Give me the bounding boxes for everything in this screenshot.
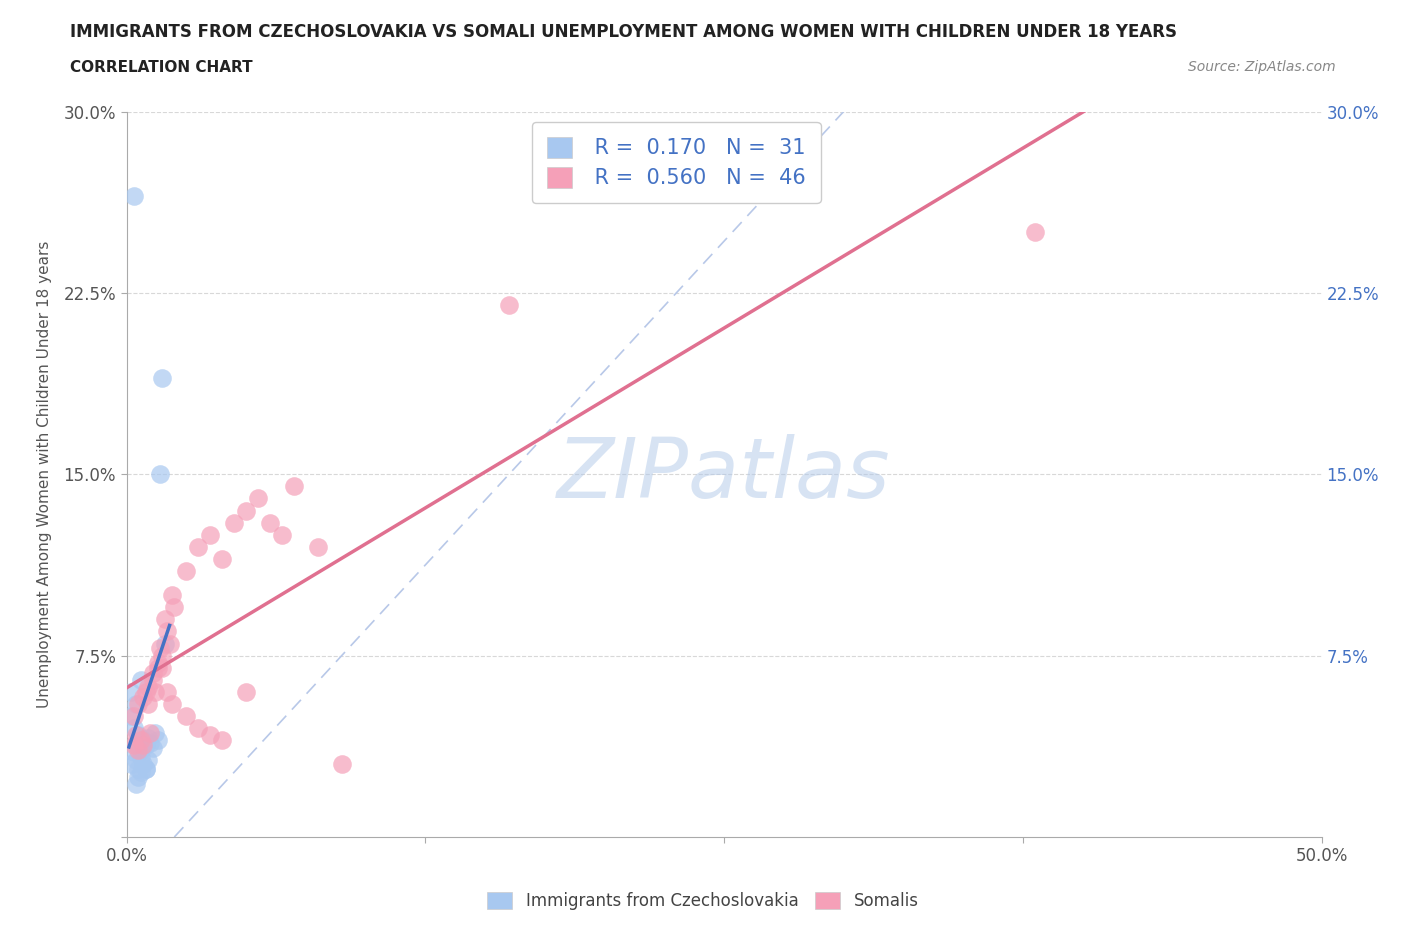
Point <box>150 370 174 385</box>
Point <box>136 730 159 745</box>
Text: CORRELATION CHART: CORRELATION CHART <box>70 60 253 75</box>
Point <box>129 764 152 779</box>
Point <box>132 733 155 748</box>
Point <box>132 737 155 752</box>
Point <box>142 740 165 755</box>
Point <box>174 709 197 724</box>
Point <box>187 721 209 736</box>
Point <box>187 539 209 554</box>
Point <box>136 680 159 695</box>
Point <box>132 757 155 772</box>
Point <box>159 636 181 651</box>
Point <box>156 684 179 699</box>
Point <box>160 588 183 603</box>
Point <box>498 298 520 312</box>
Point <box>120 709 142 724</box>
Point <box>125 697 148 711</box>
Point <box>307 539 329 554</box>
Point <box>163 600 186 615</box>
Text: IMMIGRANTS FROM CZECHOSLOVAKIA VS SOMALI UNEMPLOYMENT AMONG WOMEN WITH CHILDREN : IMMIGRANTS FROM CZECHOSLOVAKIA VS SOMALI… <box>70 23 1177 41</box>
Text: ZIPatlas: ZIPatlas <box>557 433 891 515</box>
Point <box>150 660 174 675</box>
Point <box>136 697 159 711</box>
Point <box>235 503 257 518</box>
Point <box>135 762 157 777</box>
Point <box>129 672 152 687</box>
Point <box>132 689 155 704</box>
Point <box>247 491 270 506</box>
Legend: Immigrants from Czechoslovakia, Somalis: Immigrants from Czechoslovakia, Somalis <box>481 885 925 917</box>
Point <box>149 641 172 656</box>
Text: Source: ZipAtlas.com: Source: ZipAtlas.com <box>1188 60 1336 74</box>
Point <box>129 750 152 764</box>
Point <box>125 752 148 767</box>
Point <box>127 697 149 711</box>
Point <box>153 636 176 651</box>
Point <box>1024 225 1046 240</box>
Point <box>142 665 165 680</box>
Point <box>174 564 197 578</box>
Point <box>135 762 157 777</box>
Point <box>211 733 233 748</box>
Point <box>122 189 145 204</box>
Point <box>153 612 176 627</box>
Point <box>127 742 149 757</box>
Point <box>146 660 169 675</box>
Point <box>125 777 148 791</box>
Point <box>270 527 294 542</box>
Point <box>222 515 246 530</box>
Point <box>143 684 166 699</box>
Point <box>142 672 165 687</box>
Point <box>146 733 169 748</box>
Point <box>120 757 142 772</box>
Point <box>122 737 145 752</box>
Point <box>125 728 148 743</box>
Point <box>127 769 149 784</box>
Point <box>122 745 145 760</box>
Point <box>143 725 166 740</box>
Point <box>150 648 174 663</box>
Point <box>127 728 149 743</box>
Point <box>122 721 145 736</box>
Point <box>122 709 145 724</box>
Point <box>136 752 159 767</box>
Point <box>330 757 353 772</box>
Y-axis label: Unemployment Among Women with Children Under 18 years: Unemployment Among Women with Children U… <box>38 241 52 708</box>
Point <box>125 737 148 752</box>
Legend:  R =  0.170   N =  31,  R =  0.560   N =  46: R = 0.170 N = 31, R = 0.560 N = 46 <box>531 122 821 203</box>
Point <box>135 684 157 699</box>
Point <box>129 733 152 748</box>
Point <box>120 684 142 699</box>
Point <box>129 742 152 757</box>
Point <box>139 736 162 751</box>
Point <box>235 684 257 699</box>
Point <box>200 728 222 743</box>
Point <box>283 479 305 494</box>
Point <box>149 467 172 482</box>
Point <box>200 527 222 542</box>
Point <box>156 624 179 639</box>
Point <box>160 697 183 711</box>
Point <box>146 656 169 671</box>
Point <box>127 762 149 777</box>
Point <box>139 725 162 740</box>
Point <box>211 551 233 566</box>
Point <box>259 515 281 530</box>
Point <box>135 737 157 752</box>
